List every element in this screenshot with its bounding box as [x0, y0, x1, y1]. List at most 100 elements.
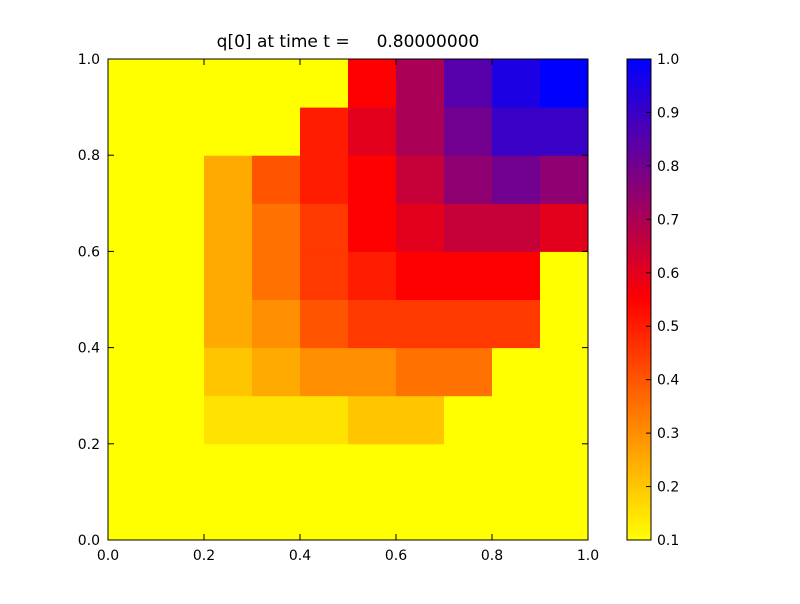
x-tick-label: 0.4 [289, 548, 311, 564]
heatmap-cell [348, 155, 397, 204]
heatmap-cell [540, 395, 589, 445]
y-tick-label: 0.4 [78, 341, 100, 357]
heatmap-cell [348, 107, 397, 156]
heatmap-cell [156, 203, 205, 252]
heatmap-cell [204, 203, 253, 252]
x-tick-label: 0.8 [481, 548, 503, 564]
heatmap-cell [108, 491, 157, 541]
heatmap-cell [204, 443, 253, 493]
heatmap-cell [348, 59, 397, 108]
colorbar-tick-label: 0.5 [657, 319, 679, 335]
heatmap-cell [444, 347, 493, 397]
heatmap-cell [492, 299, 541, 349]
colorbar-tick-label: 0.2 [657, 480, 679, 496]
heatmap-cell [492, 443, 541, 493]
x-tick-label: 0.2 [193, 548, 215, 564]
heatmap-cell [156, 395, 205, 445]
heatmap-cell [252, 395, 301, 445]
heatmap-cell [156, 347, 205, 397]
heatmap-cell [252, 299, 301, 349]
heatmap-cell [252, 155, 301, 204]
heatmap-cell [540, 347, 589, 397]
heatmap-cell [444, 395, 493, 445]
heatmap-cell [252, 59, 301, 108]
heatmap-cell [204, 155, 253, 204]
y-tick-label: 0.2 [78, 437, 100, 453]
heatmap-cell [492, 395, 541, 445]
heatmap-cell [540, 443, 589, 493]
heatmap-cell [540, 299, 589, 349]
heatmap-cell [492, 107, 541, 156]
heatmap-cell [108, 203, 157, 252]
heatmap-cell [396, 347, 445, 397]
heatmap-cell [252, 203, 301, 252]
heatmap-cell [300, 491, 349, 541]
heatmap-cell [156, 299, 205, 349]
heatmap-cell [204, 59, 253, 108]
heatmap-cell [252, 251, 301, 300]
heatmap-cell [540, 203, 589, 252]
heatmap-cell [300, 203, 349, 252]
heatmap-cell [108, 443, 157, 493]
heatmap-cell [444, 203, 493, 252]
heatmap-cell [252, 491, 301, 541]
heatmap-cell [252, 347, 301, 397]
heatmap-cell [444, 251, 493, 300]
heatmap-cell [492, 203, 541, 252]
heatmap-cell [396, 251, 445, 300]
heatmap-cell [108, 59, 157, 108]
heatmap-cell [396, 203, 445, 252]
heatmap-cell [252, 443, 301, 493]
heatmap-cell [492, 347, 541, 397]
heatmap-cell [540, 107, 589, 156]
heatmap-cell [156, 443, 205, 493]
heatmap-cell [492, 491, 541, 541]
y-tick-label: 0.6 [78, 244, 100, 260]
y-tick-label: 1.0 [78, 52, 100, 68]
heatmap-cell [396, 59, 445, 108]
heatmap-cell [204, 107, 253, 156]
heatmap-cell [348, 491, 397, 541]
heatmap-cell [396, 299, 445, 349]
heatmap-cell [108, 395, 157, 445]
heatmap-cell [444, 107, 493, 156]
heatmap-cell [204, 299, 253, 349]
heatmap-cell [108, 347, 157, 397]
heatmap-cell [108, 107, 157, 156]
heatmap-cell [444, 491, 493, 541]
heatmap-cell [300, 443, 349, 493]
heatmap-cell [396, 155, 445, 204]
heatmap-cell [492, 59, 541, 108]
x-tick-label: 1.0 [577, 548, 599, 564]
colorbar [626, 58, 652, 541]
heatmap-cell [348, 395, 397, 445]
heatmap-cell [540, 59, 589, 108]
heatmap-cell [204, 491, 253, 541]
heatmap-cell [348, 251, 397, 300]
heatmap-cell [396, 395, 445, 445]
heatmap-cell [156, 491, 205, 541]
heatmap-cell [204, 251, 253, 300]
colorbar-tick-label: 0.4 [657, 373, 679, 389]
colorbar-tick-label: 0.8 [657, 159, 679, 175]
heatmap-cell [300, 251, 349, 300]
heatmap-cell [156, 107, 205, 156]
colorbar-tick-label: 0.1 [657, 533, 679, 549]
colorbar-tick-label: 1.0 [657, 52, 679, 68]
heatmap-cell [300, 155, 349, 204]
heatmap-cell [444, 59, 493, 108]
heatmap-cell [108, 251, 157, 300]
heatmap-cell [156, 59, 205, 108]
heatmap-cell [108, 299, 157, 349]
heatmap-cell [300, 299, 349, 349]
colorbar-tick-label: 0.6 [657, 266, 679, 282]
heatmap-cell [348, 443, 397, 493]
colorbar-tick-label: 0.3 [657, 426, 679, 442]
heatmap-cell [540, 155, 589, 204]
heatmap-cell [108, 155, 157, 204]
heatmap-cell [396, 443, 445, 493]
colorbar-tick-label: 0.9 [657, 105, 679, 121]
y-tick-label: 0.0 [78, 533, 100, 549]
heatmap-cell [300, 59, 349, 108]
heatmap-cell [348, 203, 397, 252]
